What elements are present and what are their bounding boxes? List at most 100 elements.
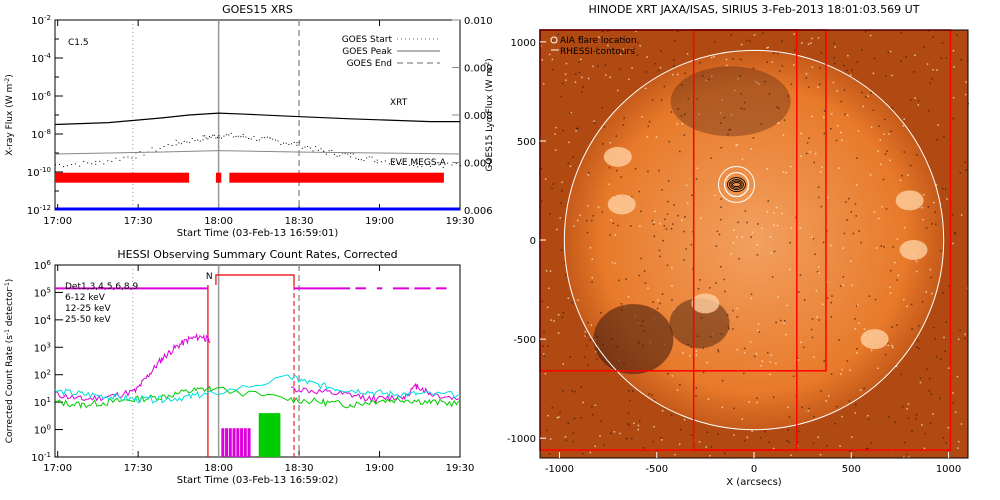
noise-pixel <box>942 437 945 439</box>
noise-pixel <box>719 265 722 268</box>
noise-pixel <box>816 316 818 318</box>
hessi-series-12-25-keV <box>54 385 460 410</box>
noise-pixel <box>846 360 849 362</box>
goes-short-point <box>67 165 69 167</box>
noise-pixel <box>829 127 832 130</box>
noise-pixel <box>823 110 826 112</box>
noise-pixel <box>874 298 877 301</box>
noise-pixel <box>772 224 775 226</box>
goes-short-point <box>277 140 279 142</box>
goes-short-point <box>296 142 298 144</box>
noise-pixel <box>756 329 759 332</box>
goes-short-point <box>55 164 56 166</box>
noise-pixel <box>585 334 588 337</box>
goes-short-point <box>175 144 177 146</box>
hessi-legend-label: 6-12 keV <box>65 293 106 303</box>
noise-pixel <box>821 166 823 169</box>
noise-pixel <box>779 319 782 322</box>
noise-pixel <box>752 137 755 139</box>
noise-pixel <box>956 34 958 36</box>
noise-pixel <box>811 336 814 339</box>
noise-pixel <box>580 58 582 61</box>
xrt-x-axis-label: X (arcsecs) <box>726 477 782 488</box>
noise-pixel <box>721 406 724 409</box>
noise-pixel <box>709 454 711 457</box>
xrt-x-tick-label: 0 <box>751 464 757 475</box>
noise-pixel <box>619 53 622 56</box>
goes-short-point <box>301 147 303 149</box>
noise-pixel <box>727 133 729 136</box>
noise-pixel <box>758 331 761 333</box>
noise-pixel <box>659 255 661 258</box>
noise-pixel <box>759 437 762 439</box>
noise-pixel <box>830 301 832 304</box>
goes-short-point <box>288 143 290 145</box>
noise-pixel <box>599 435 601 437</box>
noise-pixel <box>849 260 852 263</box>
noise-pixel <box>941 42 944 44</box>
noise-pixel <box>914 97 916 99</box>
noise-pixel <box>866 414 869 417</box>
noise-pixel <box>889 292 892 294</box>
noise-pixel <box>836 124 839 127</box>
goes-short-point <box>189 142 191 144</box>
noise-pixel <box>732 242 735 244</box>
noise-pixel <box>875 247 878 249</box>
noise-pixel <box>889 50 892 53</box>
goes-short-point <box>210 136 212 138</box>
noise-pixel <box>854 412 857 414</box>
noise-pixel <box>840 131 842 134</box>
noise-pixel <box>811 115 813 118</box>
noise-pixel <box>902 125 905 127</box>
goes-short-point <box>325 153 327 155</box>
noise-pixel <box>730 253 733 255</box>
noise-pixel <box>851 69 853 72</box>
noise-pixel <box>787 441 790 443</box>
noise-pixel <box>589 451 592 454</box>
noise-pixel <box>952 117 954 120</box>
noise-pixel <box>836 90 838 92</box>
noise-pixel <box>785 333 787 336</box>
hessi-x-tick-label: 19:30 <box>446 463 475 474</box>
noise-pixel <box>717 349 719 351</box>
noise-pixel <box>887 416 890 418</box>
noise-pixel <box>560 202 563 204</box>
goes-y-tick-label: 10-8 <box>31 128 51 141</box>
noise-pixel <box>906 305 908 308</box>
goes-short-point <box>315 146 317 148</box>
noise-pixel <box>907 417 910 420</box>
noise-pixel <box>760 227 763 230</box>
noise-pixel <box>582 86 585 88</box>
noise-pixel <box>891 326 893 328</box>
noise-pixel <box>600 420 602 422</box>
goes-short-point <box>107 160 109 162</box>
noise-pixel <box>602 443 605 446</box>
noise-pixel <box>887 344 889 347</box>
noise-pixel <box>769 236 772 238</box>
goes-short-point <box>75 163 77 165</box>
hessi-attenuator-magenta <box>228 428 232 457</box>
noise-pixel <box>758 83 760 85</box>
noise-pixel <box>699 279 701 281</box>
noise-pixel <box>706 361 709 364</box>
noise-pixel <box>719 112 722 114</box>
noise-pixel <box>741 418 744 420</box>
noise-pixel <box>845 201 847 203</box>
noise-pixel <box>935 184 938 186</box>
noise-pixel <box>805 77 808 79</box>
hessi-x-tick-label: 17:30 <box>124 463 153 474</box>
noise-pixel <box>917 104 920 106</box>
noise-pixel <box>559 411 561 414</box>
noise-pixel <box>867 95 869 97</box>
noise-pixel <box>751 231 754 234</box>
noise-pixel <box>679 384 681 386</box>
goes-short-point <box>181 143 183 145</box>
noise-pixel <box>848 197 850 200</box>
noise-pixel <box>960 423 963 425</box>
noise-pixel <box>839 445 841 447</box>
noise-pixel <box>835 139 838 142</box>
noise-pixel <box>607 44 609 47</box>
noise-pixel <box>710 157 713 159</box>
noise-pixel <box>661 189 663 191</box>
noise-pixel <box>777 107 780 110</box>
